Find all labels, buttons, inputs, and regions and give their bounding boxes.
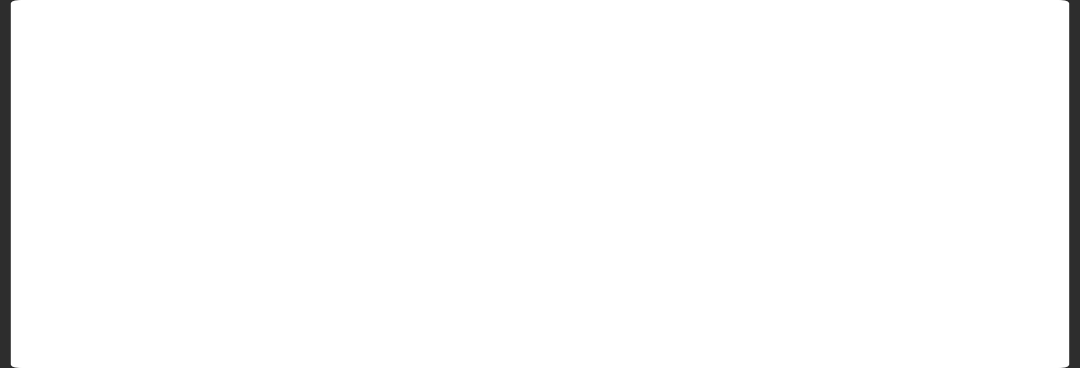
FancyBboxPatch shape bbox=[167, 188, 206, 202]
Text: Pyruvate dehydrogenase catalyzes the oxidation of pyruvate.: Pyruvate dehydrogenase catalyzes the oxi… bbox=[205, 188, 701, 202]
Text: Lysosomal proteases are active in low pH environments.: Lysosomal proteases are active in low pH… bbox=[205, 324, 658, 339]
FancyBboxPatch shape bbox=[167, 236, 206, 250]
FancyBboxPatch shape bbox=[167, 325, 206, 338]
Text: ✓: ✓ bbox=[181, 133, 192, 146]
Text: Which of the following forms of regulation would be considered post-translationa: Which of the following forms of regulati… bbox=[103, 44, 972, 81]
Text: ✓: ✓ bbox=[181, 236, 192, 250]
Text: Pyruvate dehydrogenase is inhibited by phosphorylation.: Pyruvate dehydrogenase is inhibited by p… bbox=[205, 283, 665, 298]
FancyBboxPatch shape bbox=[167, 133, 206, 146]
Text: Estrogen binds to the estrogen receptor, triggering the receptor to move from th: Estrogen binds to the estrogen receptor,… bbox=[205, 122, 981, 158]
Text: Lysosomal lipases are are activated by protease cleavage.: Lysosomal lipases are are activated by p… bbox=[205, 236, 675, 250]
FancyBboxPatch shape bbox=[167, 284, 206, 297]
